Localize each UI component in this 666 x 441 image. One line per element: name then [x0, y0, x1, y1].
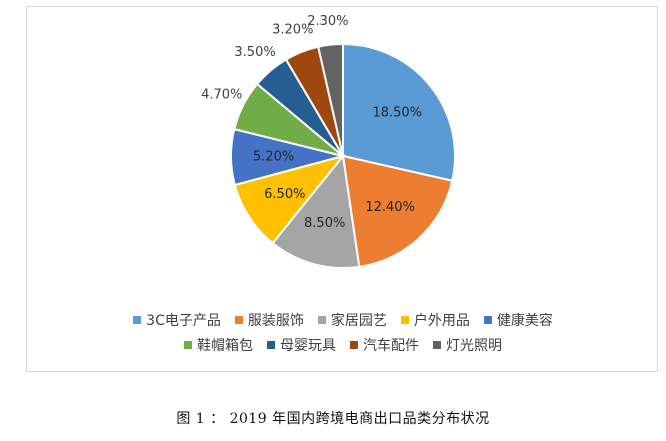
slice-data-label-6: 4.70% — [201, 87, 242, 102]
legend-label: 健康美容 — [496, 312, 553, 329]
legend-item-8: 汽车配件 — [350, 335, 419, 355]
legend-label: 鞋帽箱包 — [197, 337, 253, 354]
slice-data-label-1: 18.50% — [372, 106, 422, 121]
legend-swatch — [483, 315, 492, 324]
legend-swatch — [267, 340, 275, 349]
slice-data-label-7: 3.50% — [234, 45, 275, 60]
legend-item-9: 灯光照明 — [433, 335, 502, 355]
legend-swatch — [317, 315, 326, 324]
legend-label: 汽车配件 — [363, 337, 419, 354]
legend-swatch — [400, 315, 409, 324]
legend-label: 家居园艺 — [330, 312, 387, 329]
legend-label: 灯光照明 — [446, 337, 502, 354]
legend-item-5: 健康美容 — [483, 310, 553, 330]
legend-item-4: 户外用品 — [400, 310, 470, 330]
legend-item-7: 母婴玩具 — [267, 335, 336, 355]
pie-chart: 18.50% 12.40% 8.50% 6.50% 5.20% 4.70% 3.50% 3.2… — [201, 14, 456, 269]
chart-frame: 18.50% 12.40% 8.50% 6.50% 5.20% 4.70% 3.50% 3.2… — [26, 6, 658, 372]
pie-slice-3 — [271, 153, 361, 269]
legend-label: 母婴玩具 — [280, 337, 336, 354]
legend-item-1: 3C电子产品 — [133, 310, 221, 330]
legend-row-1: 3C电子产品 服装服饰 家居园艺 户外用品 健康美容 — [27, 307, 659, 332]
legend: 3C电子产品 服装服饰 家居园艺 户外用品 健康美容 鞋帽箱包 母婴玩具 汽车配件 灯光照明 — [27, 307, 659, 357]
legend-swatch — [433, 340, 441, 349]
pie-slice-2 — [341, 154, 454, 268]
pie-slice-1 — [342, 42, 456, 182]
legend-swatch — [234, 315, 243, 324]
legend-swatch — [350, 340, 358, 349]
legend-item-2: 服装服饰 — [234, 310, 304, 330]
legend-item-3: 家居园艺 — [317, 310, 387, 330]
legend-item-6: 鞋帽箱包 — [184, 335, 253, 355]
figure-caption: 图 1 ： 2019 年国内跨境电商出口品类分布状况 — [176, 411, 490, 427]
pie-slice-9 — [317, 42, 344, 157]
slice-data-label-2: 12.40% — [365, 200, 415, 215]
legend-label: 户外用品 — [413, 312, 470, 329]
slice-data-label-4: 6.50% — [264, 187, 305, 202]
slice-data-label-3: 8.50% — [304, 216, 345, 231]
legend-label: 3C电子产品 — [146, 312, 221, 329]
legend-swatch — [184, 340, 192, 349]
slice-data-label-9: 2.30% — [307, 14, 348, 29]
legend-label: 服装服饰 — [247, 312, 304, 329]
slice-data-label-5: 5.20% — [253, 150, 294, 165]
legend-row-2: 鞋帽箱包 母婴玩具 汽车配件 灯光照明 — [27, 332, 659, 357]
slice-data-label-8: 3.20% — [272, 23, 313, 38]
legend-swatch — [133, 315, 142, 324]
